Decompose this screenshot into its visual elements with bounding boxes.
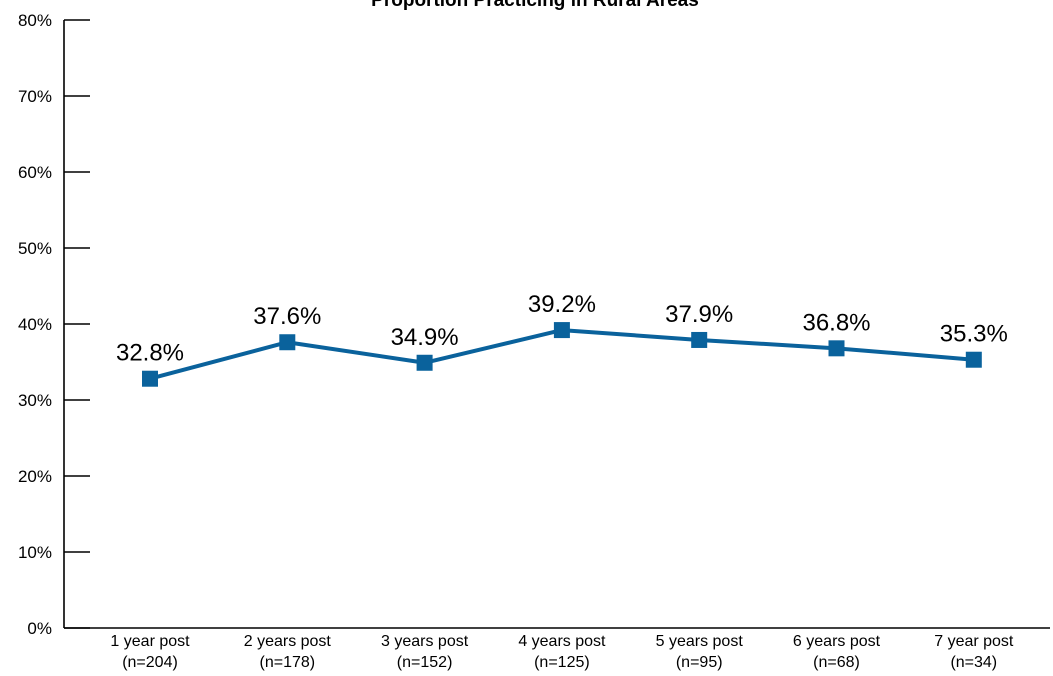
x-axis-ticks: 1 year post (n=204) 2 years post (n=178) 3 y… (110, 633, 1014, 671)
x-tick-label: 2 years post (244, 633, 332, 650)
x-tick-sample-size: (n=68) (813, 654, 860, 671)
data-value-label: 32.8% (116, 340, 184, 367)
x-tick-label: 7 year post (934, 633, 1014, 650)
x-tick-sample-size: (n=125) (534, 654, 590, 671)
y-tick-label: 50% (18, 239, 52, 258)
y-tick-label: 20% (18, 467, 52, 486)
x-tick-label: 5 years post (656, 633, 744, 650)
x-tick-sample-size: (n=204) (122, 654, 178, 671)
x-tick-label: 3 years post (381, 633, 469, 650)
y-tick-label: 10% (18, 543, 52, 562)
chart-title: Proportion Practicing in Rural Areas (371, 0, 699, 11)
data-point-marker (279, 334, 296, 351)
y-tick-label: 70% (18, 87, 52, 106)
x-tick-label: 1 year post (110, 633, 190, 650)
x-tick-sample-size: (n=34) (950, 654, 997, 671)
x-tick-sample-size: (n=152) (397, 654, 453, 671)
y-tick-label: 80% (18, 11, 52, 30)
x-tick-sample-size: (n=178) (260, 654, 316, 671)
x-tick-label: 6 years post (793, 633, 881, 650)
x-tick-sample-size: (n=95) (676, 654, 723, 671)
plot-area: Proportion Practicing in Rural Areas 0% 1… (18, 0, 1050, 671)
data-value-label: 37.9% (665, 301, 733, 328)
data-point-marker (691, 331, 708, 348)
data-point-marker (416, 354, 433, 371)
y-tick-label: 0% (27, 619, 52, 638)
y-axis-ticks: 0% 10% 20% 30% 40% 50% 60% 70% 80% (18, 11, 90, 638)
data-value-label: 39.2% (528, 291, 596, 318)
data-point-marker (828, 340, 845, 357)
data-value-label: 36.8% (802, 309, 870, 336)
y-tick-label: 60% (18, 163, 52, 182)
data-value-label: 35.3% (940, 321, 1008, 348)
data-value-label: 37.6% (253, 303, 321, 330)
data-value-label: 34.9% (391, 324, 459, 351)
x-tick-label: 4 years post (518, 633, 606, 650)
y-tick-label: 30% (18, 391, 52, 410)
data-point-marker (965, 351, 982, 368)
series-layer: 32.8% 37.6% 34.9% 39.2% 37.9% 36.8% 35.3% (116, 291, 1008, 387)
y-tick-label: 40% (18, 315, 52, 334)
data-point-marker (142, 370, 158, 387)
data-point-marker (553, 322, 570, 339)
